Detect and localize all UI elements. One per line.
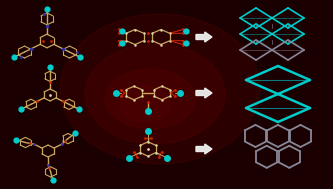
- Polygon shape: [196, 144, 212, 154]
- Polygon shape: [196, 88, 212, 98]
- Ellipse shape: [60, 14, 260, 164]
- Ellipse shape: [120, 87, 170, 122]
- Ellipse shape: [85, 44, 225, 144]
- Polygon shape: [196, 32, 212, 42]
- Ellipse shape: [105, 69, 195, 129]
